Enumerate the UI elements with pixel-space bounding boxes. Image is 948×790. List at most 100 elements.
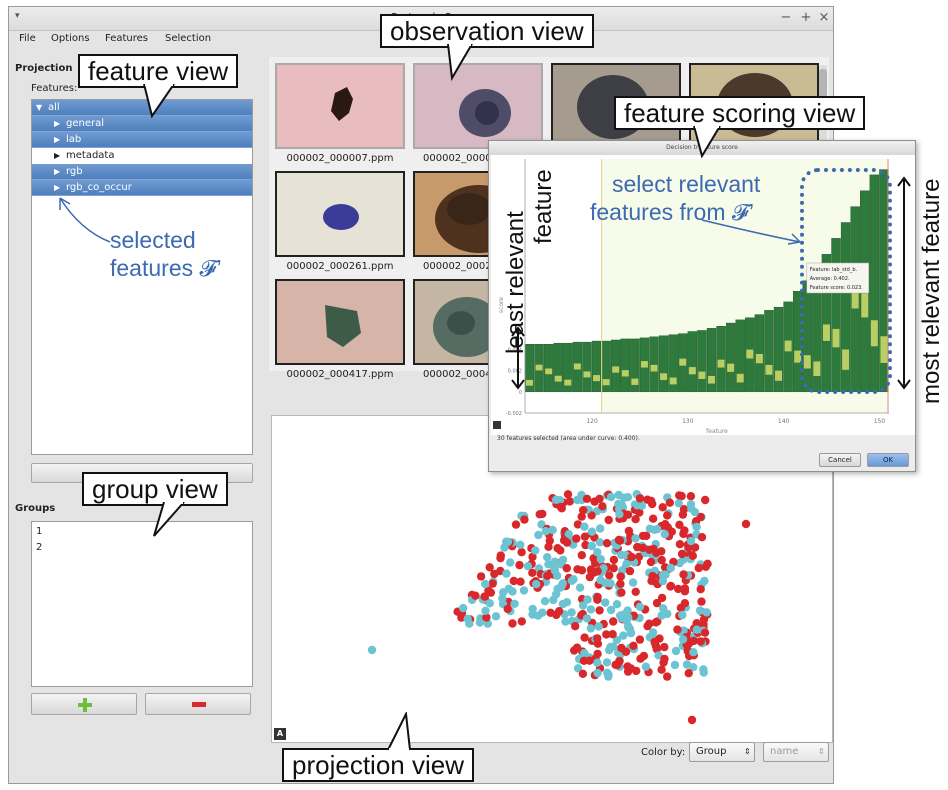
projection-point[interactable] (615, 536, 625, 545)
tree-item-rgb[interactable]: ▶ rgb (32, 164, 252, 180)
add-group-button[interactable] (31, 693, 137, 715)
projection-point[interactable] (697, 533, 707, 542)
projection-point[interactable] (624, 621, 633, 631)
score-bar[interactable] (630, 338, 640, 393)
projection-point[interactable] (552, 610, 561, 620)
projection-point[interactable] (594, 622, 603, 631)
projection-point[interactable] (660, 530, 669, 539)
projection-point[interactable] (609, 642, 618, 651)
projection-point[interactable] (488, 579, 497, 588)
projection-point[interactable] (696, 585, 705, 594)
projection-point[interactable] (516, 577, 525, 586)
projection-point[interactable] (540, 597, 550, 606)
projection-point[interactable] (520, 515, 529, 524)
projection-point[interactable] (549, 595, 558, 605)
projection-point[interactable] (701, 495, 710, 505)
projection-point[interactable] (544, 542, 553, 551)
projection-point[interactable] (538, 608, 547, 617)
projection-point[interactable] (543, 571, 552, 580)
projection-point[interactable] (538, 509, 547, 519)
projection-point[interactable] (648, 514, 658, 523)
projection-point[interactable] (586, 605, 596, 614)
score-bar[interactable] (706, 328, 717, 393)
projection-point[interactable] (657, 665, 666, 674)
projection-point[interactable] (531, 546, 540, 555)
projection-point[interactable] (598, 502, 607, 511)
projection-point[interactable] (658, 576, 668, 586)
menu-options[interactable]: Options (51, 33, 90, 44)
close-button[interactable]: × (818, 10, 830, 25)
projection-point[interactable] (553, 544, 562, 553)
projection-point[interactable] (573, 495, 582, 505)
projection-point[interactable] (678, 635, 688, 644)
projection-point[interactable] (482, 613, 491, 622)
projection-point[interactable] (502, 537, 511, 546)
tree-item-rgb-co-occur[interactable]: ▶ rgb_co_occur (32, 180, 252, 196)
projection-point[interactable] (606, 605, 616, 615)
projection-point[interactable] (663, 511, 672, 520)
projection-point[interactable] (581, 540, 590, 550)
projection-point[interactable] (622, 559, 631, 569)
projection-point[interactable] (562, 564, 571, 573)
projection-point[interactable] (652, 548, 661, 558)
projection-point[interactable] (675, 540, 685, 549)
observation-thumbnail[interactable] (275, 279, 405, 365)
projection-point[interactable] (633, 501, 642, 510)
projection-point[interactable] (666, 582, 675, 591)
projection-point[interactable] (528, 604, 537, 614)
group-item[interactable]: 1 (36, 526, 43, 537)
projection-point[interactable] (642, 531, 651, 541)
projection-point[interactable] (480, 592, 489, 601)
menu-features[interactable]: Features (105, 33, 148, 44)
projection-point[interactable] (648, 571, 657, 581)
projection-point[interactable] (646, 557, 656, 567)
projection-point[interactable] (678, 510, 688, 519)
projection-point[interactable] (583, 595, 592, 604)
score-bar[interactable] (658, 335, 669, 393)
projection-point[interactable] (678, 610, 687, 620)
projection-point[interactable] (653, 525, 662, 534)
projection-point[interactable] (641, 662, 651, 671)
projection-point[interactable] (593, 668, 602, 678)
projection-point[interactable] (684, 669, 693, 678)
projection-point[interactable] (602, 658, 612, 667)
projection-point[interactable] (684, 639, 694, 648)
maximize-button[interactable]: + (800, 10, 812, 25)
projection-point[interactable] (506, 558, 515, 567)
window-menu-icon[interactable]: ▾ (15, 11, 20, 21)
projection-point[interactable] (688, 551, 697, 560)
projection-point[interactable] (475, 618, 485, 627)
projection-point[interactable] (508, 619, 517, 628)
projection-point[interactable] (741, 519, 751, 529)
projection-point[interactable] (605, 571, 614, 580)
projection-point[interactable] (593, 548, 602, 557)
projection-point[interactable] (682, 660, 692, 669)
projection-point[interactable] (645, 524, 655, 533)
projection-point[interactable] (510, 599, 519, 608)
projection-point[interactable] (587, 541, 596, 551)
projection-point[interactable] (580, 633, 589, 642)
score-bar[interactable] (563, 342, 573, 393)
projection-point[interactable] (677, 549, 687, 559)
projection-scatter[interactable] (272, 416, 832, 742)
projection-point[interactable] (528, 568, 537, 577)
projection-point[interactable] (658, 503, 667, 512)
projection-point[interactable] (586, 624, 595, 633)
projection-point[interactable] (645, 545, 654, 554)
score-bar[interactable] (764, 310, 774, 393)
projection-point[interactable] (680, 526, 689, 535)
feature-tree[interactable]: ▼ all ▶ general ▶ lab ▶ metadata ▶ rgb ▶ rgb_c… (31, 99, 253, 455)
projection-point[interactable] (615, 510, 624, 519)
score-bar[interactable] (620, 338, 630, 393)
projection-point[interactable] (636, 654, 645, 663)
projection-point[interactable] (645, 619, 654, 628)
projection-point[interactable] (660, 642, 669, 652)
projection-point[interactable] (608, 630, 617, 639)
tree-item-all[interactable]: ▼ all (32, 100, 252, 116)
projection-point[interactable] (579, 506, 588, 515)
projection-point[interactable] (606, 492, 616, 502)
projection-point[interactable] (575, 583, 585, 592)
tree-item-metadata[interactable]: ▶ metadata (32, 148, 252, 164)
projection-point[interactable] (596, 524, 605, 533)
projection-point[interactable] (517, 617, 526, 626)
